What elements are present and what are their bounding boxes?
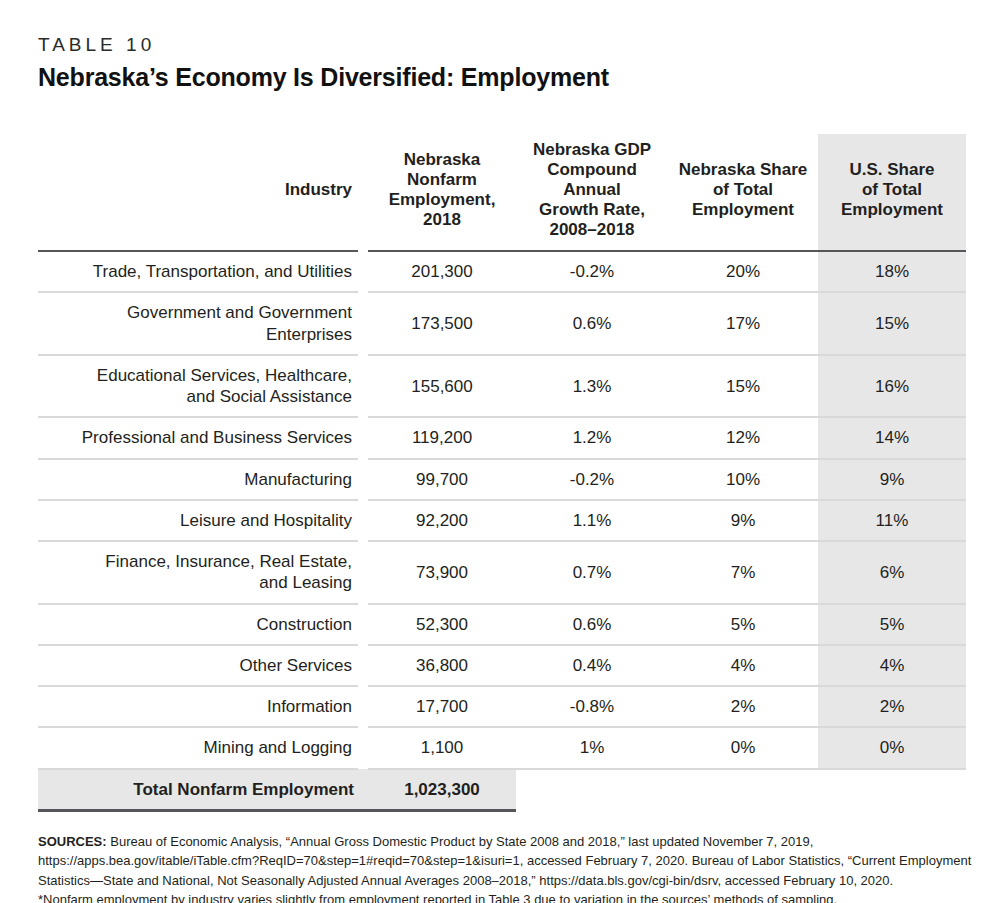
table-row: Educational Services, Healthcare, and So… [38,355,966,418]
employment-cell: 52,300 [368,604,516,645]
industry-cell: Finance, Insurance, Real Estate, and Lea… [38,541,358,604]
nebraska-share-cell: 10% [668,459,818,500]
employment-table: Industry Nebraska Nonfarm Employment, 20… [38,134,966,812]
us-share-cell: 6% [818,541,966,604]
nebraska-share-cell: 2% [668,686,818,727]
column-gap [358,727,368,768]
employment-cell: 36,800 [368,645,516,686]
gdp-growth-cell: -0.8% [516,686,668,727]
column-header-nonfarm-employment: Nebraska Nonfarm Employment, 2018 [368,134,516,251]
table-row: Government and Government Enterprises 17… [38,292,966,355]
header-row: Industry Nebraska Nonfarm Employment, 20… [38,134,966,251]
column-gap [358,292,368,355]
employment-cell: 201,300 [368,251,516,292]
industry-cell: Mining and Logging [38,727,358,768]
employment-cell: 92,200 [368,500,516,541]
employment-cell: 155,600 [368,355,516,418]
column-gap [358,500,368,541]
gdp-growth-cell: 1.1% [516,500,668,541]
total-value: 1,023,300 [368,769,516,811]
sources-note: SOURCES: Bureau of Economic Analysis, “A… [38,832,990,891]
industry-cell: Trade, Transportation, and Utilities [38,251,358,292]
employment-cell: 73,900 [368,541,516,604]
sampling-footnote: *Nonfarm employment by industry varies s… [38,890,990,903]
total-row: Total Nonfarm Employment 1,023,300 [38,769,966,811]
industry-cell: Information [38,686,358,727]
empty-cell [668,769,818,811]
nebraska-share-cell: 20% [668,251,818,292]
gdp-growth-cell: 0.7% [516,541,668,604]
column-header-gdp-growth: Nebraska GDP Compound Annual Growth Rate… [516,134,668,251]
industry-cell: Educational Services, Healthcare, and So… [38,355,358,418]
gdp-growth-cell: 0.6% [516,604,668,645]
us-share-cell: 2% [818,686,966,727]
industry-cell: Leisure and Hospitality [38,500,358,541]
us-share-cell: 11% [818,500,966,541]
employment-cell: 173,500 [368,292,516,355]
table-row: Finance, Insurance, Real Estate, and Lea… [38,541,966,604]
table-number: TABLE 10 [38,34,962,56]
employment-cell: 119,200 [368,417,516,458]
nebraska-share-cell: 5% [668,604,818,645]
us-share-cell: 9% [818,459,966,500]
us-share-cell: 5% [818,604,966,645]
column-gap [358,541,368,604]
employment-cell: 99,700 [368,459,516,500]
industry-cell: Other Services [38,645,358,686]
nebraska-share-cell: 7% [668,541,818,604]
column-gap [358,251,368,292]
column-gap [358,604,368,645]
us-share-cell: 4% [818,645,966,686]
gdp-growth-cell: -0.2% [516,251,668,292]
table-row: Information 17,700 -0.8% 2% 2% [38,686,966,727]
column-gap [358,769,368,811]
column-gap [358,417,368,458]
column-gap [358,686,368,727]
nebraska-share-cell: 17% [668,292,818,355]
gdp-growth-cell: 0.4% [516,645,668,686]
nebraska-share-cell: 4% [668,645,818,686]
nebraska-share-cell: 15% [668,355,818,418]
table-row: Professional and Business Services 119,2… [38,417,966,458]
table-row: Trade, Transportation, and Utilities 201… [38,251,966,292]
column-header-industry: Industry [38,134,358,251]
us-share-cell: 15% [818,292,966,355]
industry-cell: Construction [38,604,358,645]
industry-cell: Government and Government Enterprises [38,292,358,355]
gdp-growth-cell: -0.2% [516,459,668,500]
column-gap [358,459,368,500]
total-label: Total Nonfarm Employment [38,769,358,811]
page-title: Nebraska’s Economy Is Diversified: Emplo… [38,63,962,92]
industry-cell: Manufacturing [38,459,358,500]
table-row: Construction 52,300 0.6% 5% 5% [38,604,966,645]
table-row: Leisure and Hospitality 92,200 1.1% 9% 1… [38,500,966,541]
employment-cell: 1,100 [368,727,516,768]
gdp-growth-cell: 0.6% [516,292,668,355]
column-gap [358,134,368,251]
nebraska-share-cell: 0% [668,727,818,768]
empty-cell [818,769,966,811]
industry-cell: Professional and Business Services [38,417,358,458]
empty-cell [516,769,668,811]
nebraska-share-cell: 9% [668,500,818,541]
document-page: TABLE 10 Nebraska’s Economy Is Diversifi… [0,0,1000,903]
employment-cell: 17,700 [368,686,516,727]
us-share-cell: 16% [818,355,966,418]
sources-text: Bureau of Economic Analysis, “Annual Gro… [38,834,971,888]
gdp-growth-cell: 1.2% [516,417,668,458]
table-row: Mining and Logging 1,100 1% 0% 0% [38,727,966,768]
sources-label: SOURCES: [38,834,107,849]
column-gap [358,355,368,418]
gdp-growth-cell: 1% [516,727,668,768]
table-row: Other Services 36,800 0.4% 4% 4% [38,645,966,686]
column-header-nebraska-share: Nebraska Share of Total Employment [668,134,818,251]
column-header-us-share: U.S. Share of Total Employment [818,134,966,251]
gdp-growth-cell: 1.3% [516,355,668,418]
us-share-cell: 14% [818,417,966,458]
table-row: Manufacturing 99,700 -0.2% 10% 9% [38,459,966,500]
us-share-cell: 0% [818,727,966,768]
us-share-cell: 18% [818,251,966,292]
nebraska-share-cell: 12% [668,417,818,458]
column-gap [358,645,368,686]
